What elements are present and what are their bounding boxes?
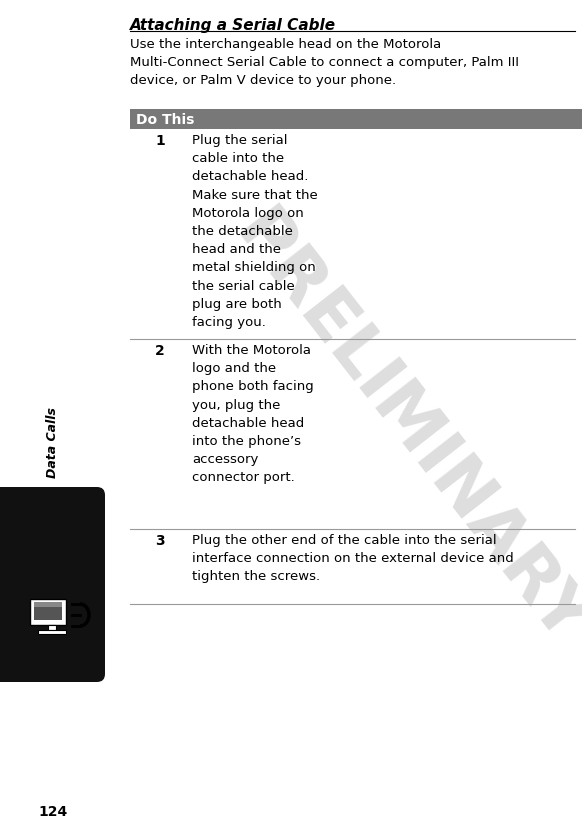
- Text: 1: 1: [155, 134, 165, 148]
- Bar: [34, 602, 62, 620]
- Bar: [0, 487, 52, 682]
- Text: Plug the other end of the cable into the serial
interface connection on the exte: Plug the other end of the cable into the…: [192, 533, 514, 583]
- Text: 124: 124: [38, 804, 68, 818]
- Text: Data Calls: Data Calls: [45, 406, 59, 477]
- Bar: [130, 110, 582, 130]
- Text: 2: 2: [155, 344, 165, 358]
- Text: Plug the serial
cable into the
detachable head.
Make sure that the
Motorola logo: Plug the serial cable into the detachabl…: [192, 134, 318, 329]
- Text: PRELIMINARY: PRELIMINARY: [221, 201, 582, 659]
- Text: With the Motorola
logo and the
phone both facing
you, plug the
detachable head
i: With the Motorola logo and the phone bot…: [192, 344, 314, 484]
- Bar: [48, 625, 56, 630]
- FancyBboxPatch shape: [0, 487, 105, 682]
- Text: Attaching a Serial Cable: Attaching a Serial Cable: [130, 18, 336, 33]
- Text: Do This: Do This: [136, 113, 194, 127]
- Bar: [34, 602, 62, 607]
- Bar: [38, 630, 66, 635]
- Text: Use the interchangeable head on the Motorola
Multi-Connect Serial Cable to conne: Use the interchangeable head on the Moto…: [130, 38, 519, 87]
- Bar: [30, 599, 66, 625]
- Text: 3: 3: [155, 533, 165, 548]
